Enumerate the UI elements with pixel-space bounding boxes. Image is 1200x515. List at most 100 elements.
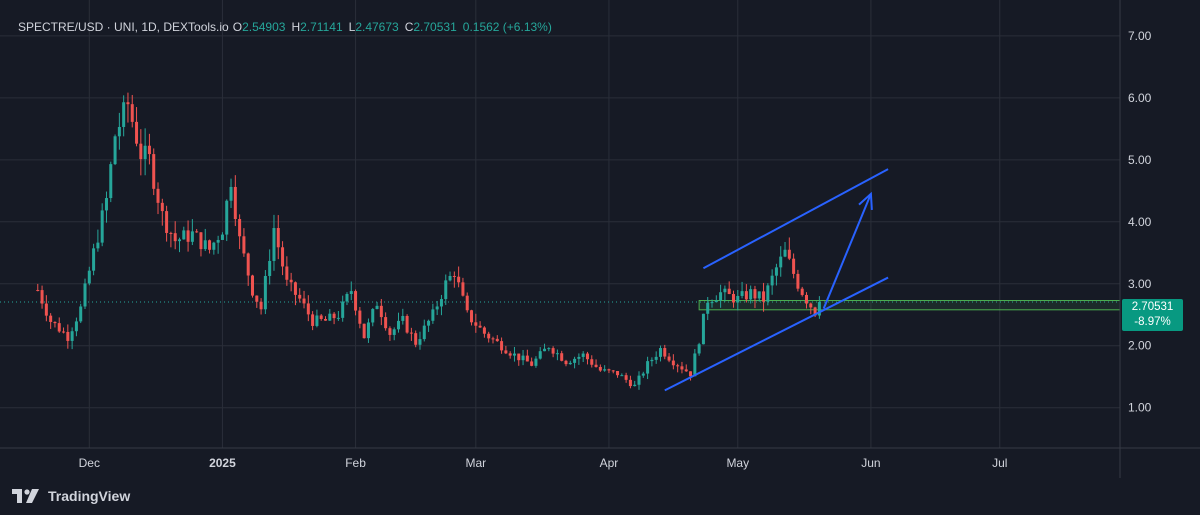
- candle-up[interactable]: [70, 331, 74, 341]
- candle-down[interactable]: [319, 315, 323, 319]
- candle-up[interactable]: [817, 302, 821, 316]
- candle-up[interactable]: [448, 275, 452, 281]
- candle-up[interactable]: [216, 239, 220, 243]
- candle-up[interactable]: [770, 275, 774, 286]
- candle-up[interactable]: [392, 329, 396, 335]
- candle-up[interactable]: [646, 361, 650, 374]
- candle-up[interactable]: [272, 228, 276, 261]
- candle-down[interactable]: [684, 369, 688, 372]
- candle-up[interactable]: [521, 355, 525, 361]
- candle-down[interactable]: [242, 236, 246, 254]
- candle-down[interactable]: [676, 365, 680, 367]
- candle-up[interactable]: [427, 320, 431, 326]
- candle-up[interactable]: [740, 291, 744, 296]
- candle-up[interactable]: [177, 239, 181, 242]
- candle-down[interactable]: [508, 353, 512, 356]
- candle-up[interactable]: [418, 339, 422, 345]
- candle-down[interactable]: [800, 288, 804, 295]
- candle-down[interactable]: [199, 232, 203, 250]
- candle-down[interactable]: [564, 360, 568, 365]
- candle-down[interactable]: [139, 143, 143, 160]
- candle-down[interactable]: [452, 275, 456, 277]
- candle-up[interactable]: [637, 375, 641, 385]
- candle-up[interactable]: [723, 288, 727, 293]
- candle-up[interactable]: [603, 369, 607, 371]
- candle-up[interactable]: [83, 283, 87, 307]
- candle-down[interactable]: [302, 298, 306, 304]
- candle-down[interactable]: [208, 240, 212, 250]
- candle-up[interactable]: [336, 317, 340, 319]
- candle-down[interactable]: [156, 188, 160, 203]
- candle-down[interactable]: [44, 303, 48, 316]
- candle-down[interactable]: [281, 247, 285, 267]
- candle-up[interactable]: [345, 293, 349, 302]
- candle-up[interactable]: [701, 313, 705, 345]
- candle-down[interactable]: [607, 369, 611, 371]
- candle-down[interactable]: [517, 353, 521, 361]
- candle-up[interactable]: [431, 309, 435, 321]
- candle-down[interactable]: [813, 307, 817, 316]
- candle-up[interactable]: [397, 320, 401, 330]
- candle-up[interactable]: [543, 348, 547, 352]
- candle-up[interactable]: [375, 305, 379, 310]
- candle-down[interactable]: [560, 353, 564, 361]
- candle-down[interactable]: [311, 314, 315, 326]
- candle-down[interactable]: [590, 359, 594, 365]
- candle-up[interactable]: [190, 231, 194, 242]
- candlestick-series[interactable]: [36, 92, 821, 390]
- candle-up[interactable]: [697, 344, 701, 354]
- candle-down[interactable]: [809, 303, 813, 308]
- candle-down[interactable]: [470, 310, 474, 323]
- candle-up[interactable]: [92, 248, 96, 271]
- candle-up[interactable]: [122, 102, 126, 127]
- candle-down[interactable]: [762, 291, 766, 302]
- upper-channel-trendline[interactable]: [702, 168, 889, 270]
- candle-down[interactable]: [611, 370, 615, 372]
- candle-up[interactable]: [641, 373, 645, 376]
- candle-up[interactable]: [143, 145, 147, 160]
- candle-down[interactable]: [671, 360, 675, 366]
- candle-up[interactable]: [212, 242, 216, 250]
- candle-down[interactable]: [504, 350, 508, 354]
- candle-down[interactable]: [298, 294, 302, 299]
- candle-down[interactable]: [195, 231, 199, 233]
- candle-up[interactable]: [113, 136, 117, 165]
- candle-up[interactable]: [117, 126, 121, 137]
- candle-down[interactable]: [628, 379, 632, 387]
- candle-up[interactable]: [444, 280, 448, 300]
- candle-up[interactable]: [263, 275, 267, 310]
- candle-down[interactable]: [474, 322, 478, 326]
- candle-up[interactable]: [349, 291, 353, 294]
- candle-up[interactable]: [220, 234, 224, 240]
- candle-down[interactable]: [405, 315, 409, 333]
- candle-down[interactable]: [238, 219, 242, 237]
- candle-down[interactable]: [551, 348, 555, 354]
- candle-down[interactable]: [491, 338, 495, 340]
- candle-down[interactable]: [478, 325, 482, 328]
- candle-down[interactable]: [233, 186, 237, 220]
- candle-up[interactable]: [268, 260, 272, 276]
- candle-down[interactable]: [753, 289, 757, 299]
- candle-down[interactable]: [525, 355, 529, 362]
- candle-down[interactable]: [482, 327, 486, 334]
- candle-down[interactable]: [530, 361, 534, 366]
- candle-down[interactable]: [667, 356, 671, 361]
- projection-arrow-shaft[interactable]: [822, 193, 872, 309]
- candle-down[interactable]: [487, 333, 491, 339]
- candle-down[interactable]: [293, 282, 297, 295]
- candle-down[interactable]: [169, 232, 173, 234]
- candle-up[interactable]: [229, 186, 233, 201]
- candle-up[interactable]: [779, 256, 783, 268]
- candle-down[interactable]: [147, 145, 151, 155]
- candle-up[interactable]: [225, 200, 229, 235]
- candle-up[interactable]: [577, 356, 581, 359]
- candle-down[interactable]: [173, 233, 177, 242]
- candle-up[interactable]: [736, 295, 740, 303]
- candle-down[interactable]: [461, 282, 465, 296]
- candle-up[interactable]: [633, 384, 637, 387]
- candle-up[interactable]: [401, 315, 405, 321]
- candle-up[interactable]: [774, 267, 778, 276]
- candle-down[interactable]: [152, 154, 156, 189]
- candle-down[interactable]: [135, 121, 139, 144]
- candle-down[interactable]: [388, 328, 392, 335]
